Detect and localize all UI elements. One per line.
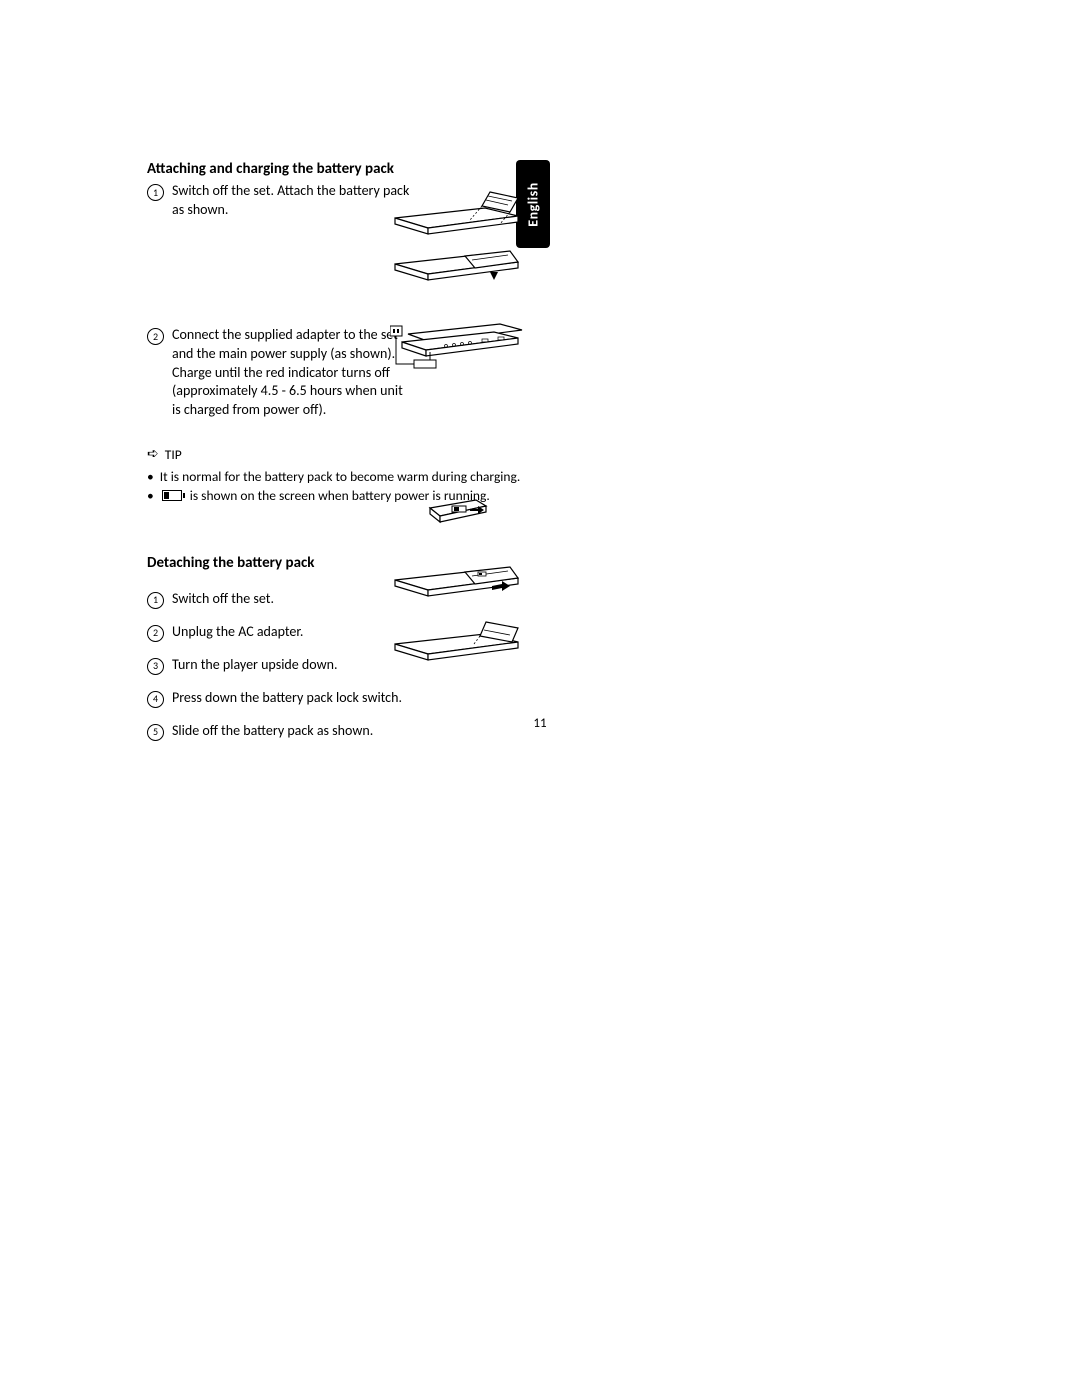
tip-bullet-1: • It is normal for the battery pack to b… [147,467,567,487]
tip-arrow-icon: ➪ [147,444,159,464]
step-number-icon: 1 [147,184,164,201]
detach-remove-illustration [390,612,525,668]
step-number-icon: 3 [147,658,164,675]
tip-bullet-2: • is shown on the screen when battery po… [147,486,567,506]
step-number-icon: 2 [147,625,164,642]
detach-slide-illustration [390,552,525,604]
step-text: Switch off the set. Attach the battery p… [172,182,412,220]
tip-label-row: ➪ TIP [147,444,567,464]
step-text: Press down the battery pack lock switch. [172,689,452,708]
tip-text: It is normal for the battery pack to bec… [160,467,521,487]
tip-label: TIP [165,445,182,465]
section1-title: Attaching and charging the battery pack [147,160,567,178]
page-number: 11 [0,716,1080,731]
attach-battery-illustration [390,190,525,295]
bullet-icon: • [147,486,154,506]
charging-illustration [390,316,525,370]
detach-lock-illustration [428,496,488,526]
step-number-icon: 2 [147,328,164,345]
step-number-icon: 4 [147,691,164,708]
step-number-icon: 1 [147,592,164,609]
bullet-icon: • [147,467,154,487]
step-text: Connect the supplied adapter to the set … [172,326,412,420]
battery-low-icon [162,490,182,501]
tip-block: ➪ TIP • It is normal for the battery pac… [147,444,567,505]
section2-step-4: 4 Press down the battery pack lock switc… [147,689,567,708]
